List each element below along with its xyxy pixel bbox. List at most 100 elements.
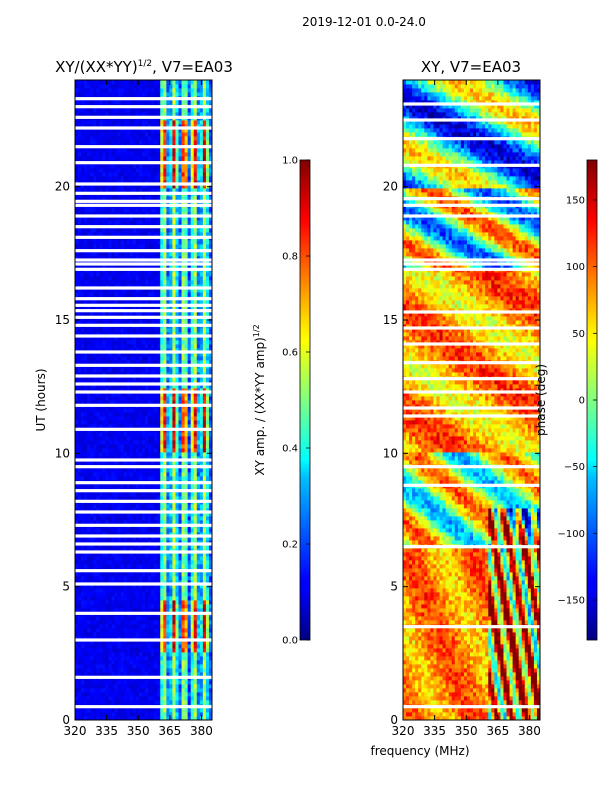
heatmap-cell bbox=[184, 508, 189, 513]
heatmap-cell bbox=[202, 652, 207, 657]
heatmap-cell bbox=[166, 656, 170, 661]
heatmap-cell bbox=[205, 628, 210, 633]
heatmap-cell bbox=[160, 388, 164, 393]
heatmap-cell bbox=[154, 392, 158, 397]
heatmap-cell bbox=[193, 452, 198, 457]
heatmap-cell bbox=[208, 592, 212, 597]
heatmap-cell bbox=[126, 708, 131, 713]
heatmap-cell bbox=[151, 708, 155, 713]
heatmap-cell bbox=[172, 512, 176, 517]
heatmap-cell bbox=[199, 600, 204, 605]
heatmap-cell bbox=[151, 288, 155, 293]
heatmap-cell bbox=[141, 648, 146, 653]
heatmap-cell bbox=[157, 580, 161, 585]
heatmap-cell bbox=[114, 580, 119, 585]
heatmap-cell bbox=[138, 628, 143, 633]
heatmap-cell bbox=[135, 412, 140, 417]
heatmap-cell bbox=[208, 284, 212, 289]
heatmap-cell bbox=[151, 348, 155, 353]
heatmap-cell bbox=[145, 604, 149, 609]
heatmap-cell bbox=[87, 604, 91, 609]
heatmap-cell bbox=[129, 616, 134, 621]
heatmap-cell bbox=[190, 348, 195, 353]
heatmap-cell bbox=[93, 632, 97, 637]
heatmap-cell bbox=[202, 424, 207, 429]
heatmap-cell bbox=[126, 696, 131, 701]
heatmap-cell bbox=[126, 380, 131, 385]
heatmap-cell bbox=[126, 616, 131, 621]
heatmap-cell bbox=[75, 328, 79, 333]
heatmap-cell bbox=[78, 632, 82, 637]
heatmap-cell bbox=[99, 656, 103, 661]
heatmap-cell bbox=[105, 388, 109, 393]
heatmap-cell bbox=[169, 484, 173, 489]
heatmap-cell bbox=[123, 332, 128, 337]
heatmap-cell bbox=[151, 532, 155, 537]
heatmap-cell bbox=[178, 344, 182, 349]
heatmap-cell bbox=[169, 456, 173, 461]
heatmap-cell bbox=[202, 628, 207, 633]
heatmap-cell bbox=[151, 424, 155, 429]
heatmap-cell bbox=[160, 456, 164, 461]
heatmap-cell bbox=[178, 616, 182, 621]
heatmap-cell bbox=[87, 312, 91, 317]
heatmap-cell bbox=[105, 536, 109, 541]
heatmap-cell bbox=[129, 604, 134, 609]
heatmap-cell bbox=[105, 476, 109, 481]
heatmap-cell bbox=[135, 636, 140, 641]
heatmap-cell bbox=[81, 320, 85, 325]
heatmap-cell bbox=[145, 452, 149, 457]
heatmap-cell bbox=[163, 300, 167, 305]
heatmap-cell bbox=[202, 708, 207, 713]
heatmap-cell bbox=[145, 380, 149, 385]
heatmap-cell bbox=[148, 644, 152, 649]
heatmap-cell bbox=[93, 392, 97, 397]
heatmap-cell bbox=[154, 580, 158, 585]
heatmap-cell bbox=[84, 596, 88, 601]
heatmap-cell bbox=[154, 696, 158, 701]
heatmap-cell bbox=[129, 396, 134, 401]
heatmap-cell bbox=[175, 408, 179, 413]
heatmap-cell bbox=[84, 560, 88, 565]
heatmap-cell bbox=[196, 492, 201, 497]
heatmap-cell bbox=[138, 352, 143, 357]
heatmap-cell bbox=[178, 456, 182, 461]
heatmap-cell bbox=[129, 388, 134, 393]
heatmap-cell bbox=[81, 600, 85, 605]
heatmap-cell bbox=[145, 648, 149, 653]
heatmap-cell bbox=[84, 640, 88, 645]
heatmap-cell bbox=[154, 544, 158, 549]
heatmap-cell bbox=[181, 680, 185, 685]
heatmap-cell bbox=[202, 340, 207, 345]
heatmap-cell bbox=[108, 472, 112, 477]
heatmap-cell bbox=[84, 292, 88, 297]
heatmap-cell bbox=[126, 596, 131, 601]
heatmap-cell bbox=[193, 356, 198, 361]
heatmap-cell bbox=[132, 340, 137, 345]
heatmap-cell bbox=[87, 528, 91, 533]
heatmap-cell bbox=[105, 424, 109, 429]
heatmap-cell bbox=[138, 440, 143, 445]
heatmap-cell bbox=[199, 504, 204, 509]
heatmap-cell bbox=[187, 356, 192, 361]
heatmap-cell bbox=[123, 656, 128, 661]
heatmap-cell bbox=[151, 536, 155, 541]
heatmap-cell bbox=[120, 432, 125, 437]
heatmap-cell bbox=[108, 540, 112, 545]
heatmap-cell bbox=[99, 496, 103, 501]
heatmap-cell bbox=[148, 516, 152, 521]
heatmap-cell bbox=[117, 636, 122, 641]
heatmap-cell bbox=[175, 484, 179, 489]
heatmap-cell bbox=[157, 484, 161, 489]
heatmap-cell bbox=[114, 644, 119, 649]
heatmap-cell bbox=[178, 472, 182, 477]
heatmap-cell bbox=[141, 472, 146, 477]
heatmap-cell bbox=[193, 540, 198, 545]
heatmap-cell bbox=[84, 628, 88, 633]
heatmap-cell bbox=[126, 624, 131, 629]
heatmap-cell bbox=[184, 396, 189, 401]
heatmap-cell bbox=[166, 564, 170, 569]
heatmap-cell bbox=[87, 496, 91, 501]
heatmap-cell bbox=[190, 392, 195, 397]
heatmap-cell bbox=[193, 572, 198, 577]
